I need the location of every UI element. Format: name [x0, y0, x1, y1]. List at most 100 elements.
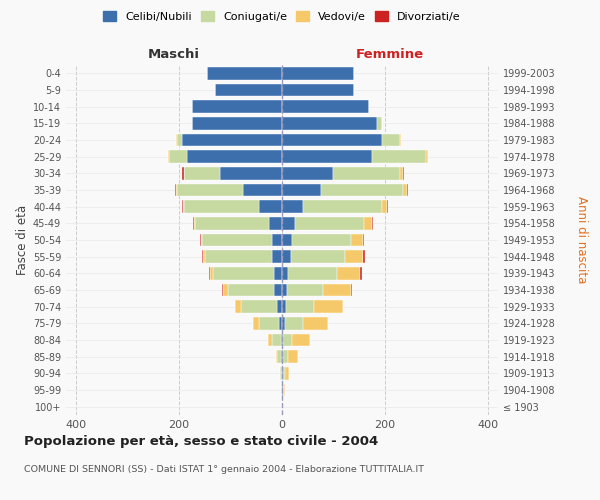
Bar	[295, 217, 364, 230]
Bar	[169, 150, 187, 163]
Bar	[268, 334, 272, 346]
Bar	[202, 250, 203, 263]
Bar	[184, 200, 259, 213]
Y-axis label: Anni di nascita: Anni di nascita	[575, 196, 588, 284]
Bar	[323, 284, 352, 296]
Bar	[282, 317, 284, 330]
Bar	[314, 300, 343, 313]
Bar	[193, 217, 194, 230]
Bar	[235, 300, 241, 313]
Bar	[360, 267, 362, 280]
Bar	[184, 167, 220, 179]
Text: Popolazione per età, sesso e stato civile - 2004: Popolazione per età, sesso e stato civil…	[24, 435, 378, 448]
Bar	[403, 167, 404, 179]
Bar	[176, 184, 244, 196]
Bar	[259, 317, 280, 330]
Bar	[292, 334, 310, 346]
Bar	[208, 67, 282, 80]
Bar	[283, 384, 284, 396]
Bar	[202, 234, 272, 246]
Bar	[241, 300, 277, 313]
Bar	[253, 317, 259, 330]
Bar	[403, 184, 407, 196]
Bar	[282, 334, 283, 346]
Bar	[286, 300, 314, 313]
Bar	[259, 200, 282, 213]
Bar	[192, 117, 282, 130]
Bar	[400, 167, 403, 179]
Bar	[228, 284, 274, 296]
Bar	[281, 334, 282, 346]
Bar	[277, 350, 281, 363]
Bar	[182, 167, 184, 179]
Bar	[274, 267, 282, 280]
Bar	[282, 200, 302, 213]
Bar	[194, 217, 269, 230]
Bar	[215, 84, 282, 96]
Bar	[377, 117, 382, 130]
Bar	[200, 234, 201, 246]
Bar	[187, 150, 282, 163]
Bar	[280, 367, 282, 380]
Bar	[283, 350, 287, 363]
Bar	[284, 317, 302, 330]
Bar	[277, 300, 282, 313]
Bar	[272, 334, 281, 346]
Y-axis label: Fasce di età: Fasce di età	[16, 205, 29, 275]
Bar	[364, 217, 372, 230]
Bar	[282, 217, 295, 230]
Bar	[175, 184, 176, 196]
Bar	[287, 350, 298, 363]
Bar	[212, 267, 274, 280]
Bar	[269, 217, 282, 230]
Bar	[372, 150, 426, 163]
Bar	[363, 234, 364, 246]
Bar	[282, 134, 382, 146]
Bar	[320, 184, 403, 196]
Bar	[282, 167, 334, 179]
Bar	[222, 284, 223, 296]
Bar	[334, 167, 400, 179]
Bar	[209, 267, 210, 280]
Bar	[282, 117, 377, 130]
Bar	[205, 250, 272, 263]
Bar	[400, 134, 401, 146]
Bar	[292, 234, 352, 246]
Bar	[291, 250, 345, 263]
Bar	[287, 284, 323, 296]
Text: Femmine: Femmine	[356, 48, 424, 62]
Text: Maschi: Maschi	[148, 48, 200, 62]
Bar	[274, 284, 282, 296]
Bar	[272, 250, 282, 263]
Bar	[345, 250, 363, 263]
Text: COMUNE DI SENNORI (SS) - Dati ISTAT 1° gennaio 2004 - Elaborazione TUTTITALIA.IT: COMUNE DI SENNORI (SS) - Dati ISTAT 1° g…	[24, 465, 424, 474]
Bar	[282, 100, 370, 113]
Bar	[302, 200, 382, 213]
Bar	[223, 284, 228, 296]
Bar	[282, 267, 288, 280]
Bar	[280, 317, 282, 330]
Bar	[201, 234, 202, 246]
Bar	[244, 184, 282, 196]
Bar	[220, 167, 282, 179]
Bar	[283, 334, 292, 346]
Bar	[192, 100, 282, 113]
Bar	[302, 317, 328, 330]
Bar	[282, 234, 292, 246]
Bar	[382, 134, 400, 146]
Bar	[363, 250, 365, 263]
Bar	[282, 300, 286, 313]
Bar	[288, 267, 337, 280]
Bar	[182, 134, 282, 146]
Bar	[382, 200, 388, 213]
Legend: Celibi/Nubili, Coniugati/e, Vedovi/e, Divorziati/e: Celibi/Nubili, Coniugati/e, Vedovi/e, Di…	[100, 8, 464, 25]
Bar	[407, 184, 408, 196]
Bar	[210, 267, 212, 280]
Bar	[282, 84, 354, 96]
Bar	[282, 150, 372, 163]
Bar	[282, 184, 320, 196]
Bar	[285, 367, 289, 380]
Bar	[337, 267, 360, 280]
Bar	[282, 284, 287, 296]
Bar	[183, 200, 184, 213]
